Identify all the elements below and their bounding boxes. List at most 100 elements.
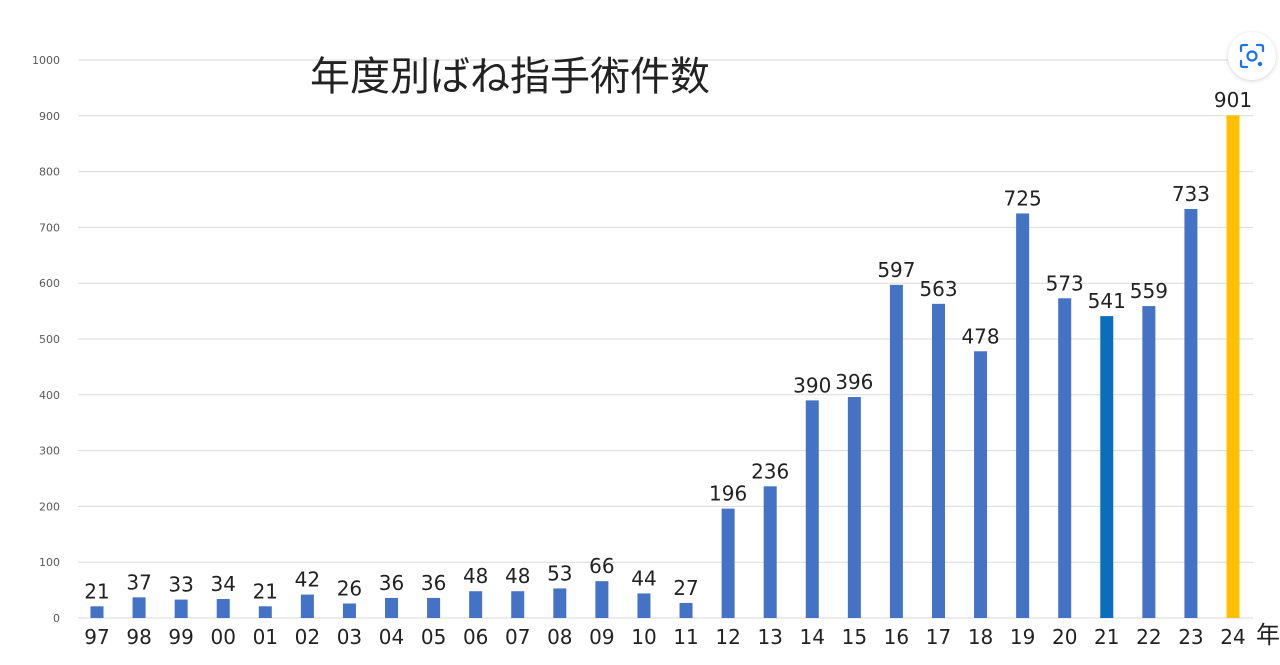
y-tick-label: 100 bbox=[39, 556, 60, 569]
x-tick-label-05: 05 bbox=[421, 625, 446, 649]
x-tick-label-12: 12 bbox=[715, 625, 740, 649]
bar-14 bbox=[805, 400, 819, 618]
x-axis-ticks: 97 98 99 00 01 02 03 04 05 06 07 08 09 10 11 12 13 14 15 16… bbox=[84, 625, 1245, 649]
y-tick-label: 900 bbox=[39, 110, 60, 123]
bar-21 bbox=[1100, 316, 1114, 618]
data-label-07: 48 bbox=[505, 564, 530, 588]
data-label-08: 53 bbox=[547, 561, 572, 585]
bar-01 bbox=[258, 606, 272, 618]
data-label-97: 21 bbox=[84, 579, 109, 603]
x-tick-label-03: 03 bbox=[337, 625, 362, 649]
data-label-99: 33 bbox=[168, 573, 193, 597]
x-tick-label-22: 22 bbox=[1136, 625, 1161, 649]
x-tick-label-19: 19 bbox=[1010, 625, 1035, 649]
y-tick-label: 700 bbox=[39, 221, 60, 234]
bar-00 bbox=[216, 599, 230, 618]
bars bbox=[90, 115, 1240, 618]
bar-02 bbox=[300, 594, 314, 618]
bar-07 bbox=[511, 591, 525, 618]
bar-03 bbox=[342, 603, 356, 618]
bar-10 bbox=[637, 593, 651, 618]
data-label-11: 27 bbox=[673, 576, 698, 600]
bar-98 bbox=[132, 597, 146, 618]
y-tick-label: 0 bbox=[53, 612, 60, 625]
data-label-14: 390 bbox=[793, 373, 831, 397]
x-tick-label-20: 20 bbox=[1052, 625, 1077, 649]
y-tick-label: 400 bbox=[39, 389, 60, 402]
data-label-06: 48 bbox=[463, 564, 488, 588]
bar-20 bbox=[1058, 298, 1072, 618]
x-tick-label-24: 24 bbox=[1220, 625, 1245, 649]
bar-17 bbox=[931, 303, 945, 618]
bar-18 bbox=[974, 351, 988, 618]
data-label-22: 559 bbox=[1130, 279, 1168, 303]
x-tick-label-02: 02 bbox=[295, 625, 320, 649]
data-label-98: 37 bbox=[126, 570, 151, 594]
x-tick-label-99: 99 bbox=[168, 625, 193, 649]
x-tick-label-08: 08 bbox=[547, 625, 572, 649]
x-tick-label-21: 21 bbox=[1094, 625, 1119, 649]
bar-11 bbox=[679, 602, 693, 618]
x-tick-label-23: 23 bbox=[1178, 625, 1203, 649]
x-tick-label-01: 01 bbox=[253, 625, 278, 649]
data-label-03: 26 bbox=[337, 576, 362, 600]
x-tick-label-07: 07 bbox=[505, 625, 530, 649]
bar-09 bbox=[595, 581, 609, 618]
y-tick-label: 1000 bbox=[32, 54, 60, 67]
bar-97 bbox=[90, 606, 104, 618]
data-label-00: 34 bbox=[210, 572, 235, 596]
bar-99 bbox=[174, 599, 188, 618]
visual-search-icon bbox=[1239, 43, 1265, 69]
bar-05 bbox=[427, 597, 441, 618]
x-tick-label-97: 97 bbox=[84, 625, 109, 649]
x-tick-label-11: 11 bbox=[673, 625, 698, 649]
data-label-01: 21 bbox=[253, 579, 278, 603]
x-tick-label-16: 16 bbox=[884, 625, 909, 649]
bar-04 bbox=[385, 597, 399, 618]
data-label-21: 541 bbox=[1088, 289, 1126, 313]
visual-search-button[interactable] bbox=[1228, 32, 1276, 80]
data-label-24: 901 bbox=[1214, 88, 1252, 112]
y-axis-ticks: 0 100 200 300 400 500 600 700 800 900 1000 bbox=[32, 54, 60, 625]
bar-12 bbox=[721, 508, 735, 618]
data-label-15: 396 bbox=[835, 370, 873, 394]
y-tick-label: 600 bbox=[39, 277, 60, 290]
x-tick-label-13: 13 bbox=[757, 625, 782, 649]
y-tick-label: 300 bbox=[39, 445, 60, 458]
bar-06 bbox=[469, 591, 483, 618]
bar-19 bbox=[1016, 213, 1030, 618]
bar-13 bbox=[763, 486, 777, 618]
x-tick-label-98: 98 bbox=[126, 625, 151, 649]
data-label-17: 563 bbox=[919, 277, 957, 301]
bar-22 bbox=[1142, 306, 1156, 618]
x-axis-unit-label: 年 bbox=[1256, 621, 1280, 649]
x-tick-label-00: 00 bbox=[210, 625, 235, 649]
x-tick-label-18: 18 bbox=[968, 625, 993, 649]
y-tick-label: 800 bbox=[39, 166, 60, 179]
data-label-04: 36 bbox=[379, 571, 404, 595]
chart-title: 年度別ばね指手術件数 bbox=[310, 54, 710, 100]
x-tick-label-10: 10 bbox=[631, 625, 656, 649]
bar-24 bbox=[1226, 115, 1240, 618]
y-tick-label: 500 bbox=[39, 333, 60, 346]
data-label-09: 66 bbox=[589, 554, 614, 578]
data-label-02: 42 bbox=[295, 568, 320, 592]
x-tick-label-04: 04 bbox=[379, 625, 404, 649]
x-tick-label-06: 06 bbox=[463, 625, 488, 649]
data-label-20: 573 bbox=[1046, 271, 1084, 295]
data-label-23: 733 bbox=[1172, 182, 1210, 206]
x-tick-label-14: 14 bbox=[800, 625, 825, 649]
data-label-10: 44 bbox=[631, 566, 656, 590]
gridlines bbox=[78, 59, 1253, 619]
bar-23 bbox=[1184, 208, 1198, 618]
bar-08 bbox=[553, 588, 567, 618]
x-tick-label-17: 17 bbox=[926, 625, 951, 649]
x-tick-label-15: 15 bbox=[842, 625, 867, 649]
data-label-13: 236 bbox=[751, 459, 789, 483]
data-label-12: 196 bbox=[709, 482, 747, 506]
data-label-05: 36 bbox=[421, 571, 446, 595]
bar-15 bbox=[847, 397, 861, 618]
bar-16 bbox=[889, 284, 903, 618]
